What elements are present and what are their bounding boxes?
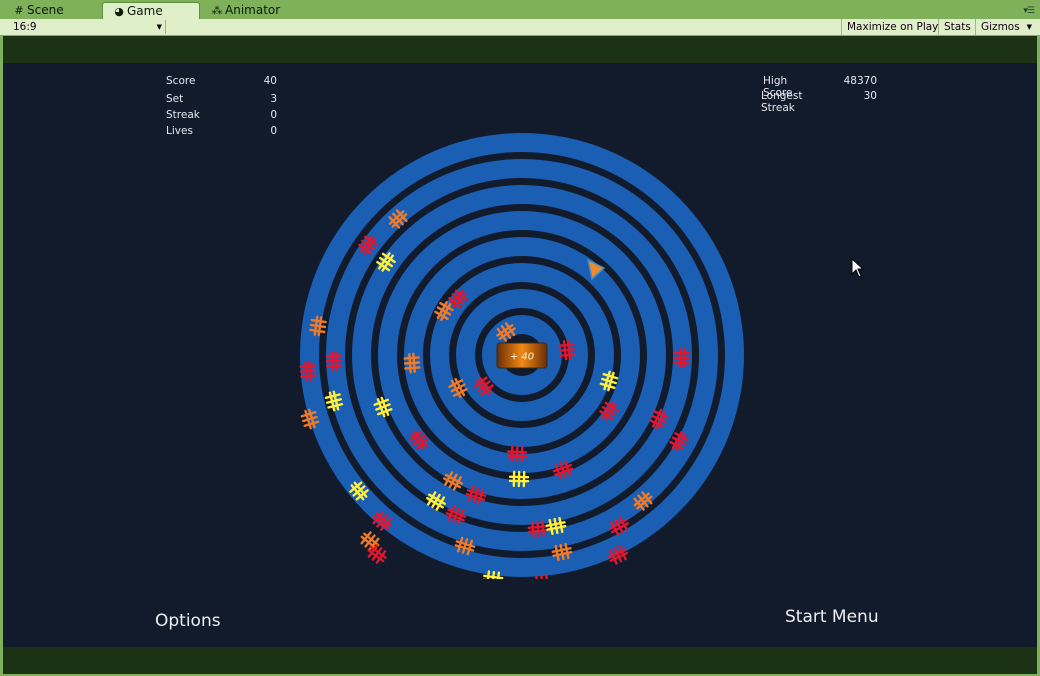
hash-mark-8 [300,408,320,430]
aspect-dropdown[interactable]: 16:9 ▼ [7,20,166,34]
hash-mark-43 [527,520,549,538]
longest-streak-label: Longest Streak [761,90,803,114]
hash-mark-5 [299,360,317,382]
lives-value: 0 [270,125,277,137]
hash-mark-40 [551,542,573,562]
hash-mark-6 [325,350,343,372]
hash-mark-9 [373,396,393,418]
gizmos-label: Gizmos [981,21,1020,33]
hash-mark-13 [367,544,387,564]
mouse-cursor-icon [851,258,865,278]
hash-mark-41 [535,574,549,579]
tab-animator-label: Animator [225,3,281,17]
streak-value: 0 [270,109,277,121]
hash-mark-7 [324,390,344,412]
set-value: 3 [270,93,277,105]
maximize-on-play-button[interactable]: Maximize on Play [841,19,943,35]
hash-mark-4 [309,315,327,337]
marks-group [299,209,691,579]
hash-mark-14 [448,289,468,309]
chevron-down-icon: ▼ [156,23,162,31]
tab-game[interactable]: ◕ Game [102,2,200,19]
hash-mark-39 [607,545,629,565]
streak-label: Streak [166,109,200,121]
hash-mark-26 [445,505,467,525]
hash-mark-23 [442,471,464,491]
hash-mark-30 [508,470,530,488]
hash-mark-3 [376,252,396,272]
hash-mark-17 [496,322,516,342]
high-score-label: High Score [763,75,793,99]
gizmos-dropdown[interactable]: Gizmos ▼ [975,19,1035,35]
hash-mark-29 [506,445,528,463]
hash-mark-25 [426,491,446,511]
arrow-player-icon [586,258,606,281]
game-view[interactable]: Score 40 Set 3 Streak 0 Lives 0 High Sco… [3,36,1037,674]
tab-menu-icon[interactable]: ▾☰ [1023,6,1035,16]
grid-icon: # [14,4,24,17]
target-rings-board[interactable]: + 40 [296,129,746,579]
score-label: Score [166,75,196,87]
hash-mark-21 [474,376,494,396]
hash-mark-36 [669,430,689,452]
hash-mark-38 [608,516,630,536]
hash-mark-34 [673,347,691,369]
hash-mark-20 [448,377,468,399]
hash-mark-35 [649,408,669,430]
set-label: Set [166,93,184,105]
center-badge: + 40 [496,342,548,369]
hash-mark-15 [434,300,454,322]
score-value: 40 [263,75,277,87]
longest-streak-value: 30 [863,90,877,102]
hash-mark-1 [388,209,408,229]
hash-mark-33 [599,401,619,421]
hash-mark-28 [482,570,504,579]
tab-animator[interactable]: ⁂ Animator [201,2,301,19]
tab-scene[interactable]: # Scene [3,2,99,19]
hash-mark-11 [372,511,392,531]
hash-mark-12 [360,531,380,551]
hash-mark-10 [349,481,369,501]
tab-game-label: Game [127,4,163,18]
hash-mark-27 [454,536,476,556]
tab-scene-label: Scene [27,3,64,17]
high-score-value: 48370 [843,75,877,87]
pacman-icon: ◕ [114,5,124,18]
bottom-band [3,647,1037,674]
start-menu-button[interactable]: Start Menu [785,607,879,627]
stats-button[interactable]: Stats [938,19,976,35]
chevron-down-icon: ▼ [1026,23,1032,31]
game-toolbar: 16:9 ▼ Maximize on Play Stats Gizmos ▼ [0,19,1040,36]
animator-icon: ⁂ [211,4,223,17]
aspect-value: 16:9 [13,21,37,33]
hash-mark-24 [465,485,487,505]
hash-mark-19 [558,339,576,361]
hash-mark-32 [599,370,619,392]
hash-mark-44 [545,516,567,536]
hash-mark-2 [358,235,378,255]
top-band [3,36,1037,63]
hash-mark-31 [552,460,574,480]
hash-mark-37 [633,491,653,511]
options-button[interactable]: Options [155,611,221,631]
lives-label: Lives [166,125,193,137]
center-badge-text: + 40 [510,352,534,363]
hash-mark-16 [403,352,421,374]
hash-mark-22 [409,430,429,450]
editor-tab-bar: # Scene ◕ Game ⁂ Animator ▾☰ [0,0,1040,19]
